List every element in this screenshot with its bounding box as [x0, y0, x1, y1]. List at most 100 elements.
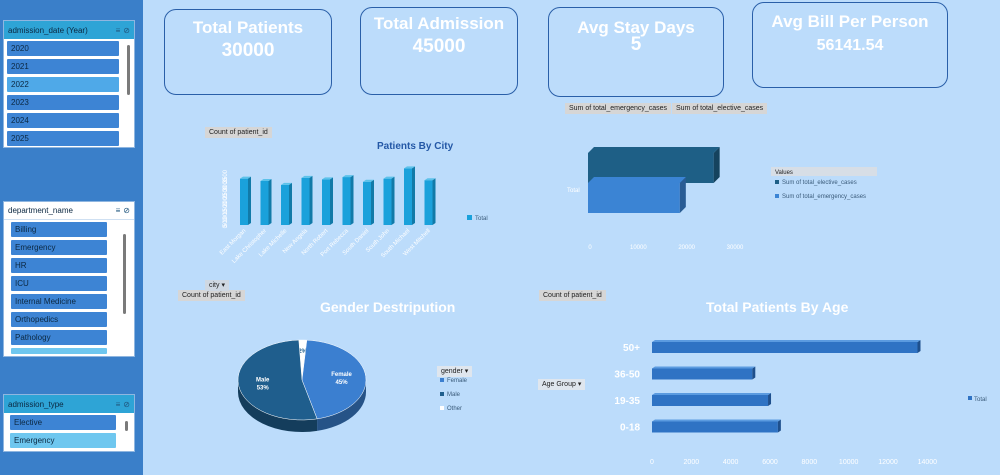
bar-side [350, 175, 354, 225]
slicer-scrollbar[interactable] [125, 421, 128, 431]
y-tick-label: 1500 [223, 201, 229, 215]
slicer-item-emergency[interactable]: Emergency [10, 433, 116, 448]
y-tick-label: 1000 [223, 209, 229, 223]
multi-select-icon[interactable]: ≡ [115, 25, 121, 35]
x-tick-label: 4000 [723, 459, 739, 466]
slicer-scrollbar[interactable] [127, 45, 130, 95]
slicer-item-emergency[interactable]: Emergency [11, 240, 107, 255]
bar-top [301, 175, 313, 178]
legend-swatch [467, 215, 472, 220]
bar [404, 168, 412, 225]
pie-slice-side [317, 380, 366, 431]
legend-label: Total [475, 216, 488, 222]
filter-button-city[interactable]: city ▾ [205, 280, 229, 291]
x-tick-label: 30000 [727, 245, 744, 251]
legend-label: Sum of total_elective_cases [782, 180, 857, 186]
legend-label: Other [447, 406, 462, 412]
field-tag-sum-emergency[interactable]: Sum of total_emergency_cases [565, 103, 672, 114]
kpi-total-patients: Total Patients 30000 [164, 9, 332, 95]
slicer-item-2021[interactable]: 2021 [7, 59, 119, 74]
bar-top [588, 147, 720, 153]
bar-top [424, 178, 436, 181]
bar [240, 178, 248, 225]
x-tick-label: 0 [588, 245, 592, 251]
field-tag-count-patient-id[interactable]: Count of patient_id [205, 127, 272, 138]
slicer-item-2025[interactable]: 2025 [7, 131, 119, 146]
kpi-label: Total Admission [373, 14, 505, 33]
clear-filter-icon[interactable]: ⊘ [123, 206, 130, 215]
slicer-item-2024[interactable]: 2024 [7, 113, 119, 128]
slicer-header: admission_type ≡ ⊘ [4, 395, 134, 413]
field-tag-sum-elective[interactable]: Sum of total_elective_cases [672, 103, 768, 114]
clear-filter-icon[interactable]: ⊘ [123, 399, 130, 409]
slicer-department: department_name ≡ ⊘ Billing Emergency HR… [3, 201, 135, 357]
slicer-list: Billing Emergency HR ICU Internal Medici… [4, 220, 134, 354]
bar [652, 342, 918, 353]
bar-side [289, 182, 292, 225]
slicer-item-orthopedics[interactable]: Orthopedics [11, 312, 107, 327]
slicer-item-internal-medicine[interactable]: Internal Medicine [11, 294, 107, 309]
slicer-item-icu[interactable]: ICU [11, 276, 107, 291]
bar-side [330, 177, 333, 225]
slicer-scrollbar[interactable] [123, 234, 126, 314]
category-label: 36-50 [614, 370, 640, 381]
y-tick-label: 0 [223, 224, 229, 228]
legend-label: Female [447, 378, 468, 384]
bar-top [363, 179, 374, 182]
slicer-admission-type: admission_type ≡ ⊘ Elective Emergency [3, 394, 135, 452]
legend-swatch [775, 180, 779, 184]
bar-side [248, 176, 251, 225]
legend-swatch [968, 396, 972, 400]
chart-title-city: Patients By City [377, 141, 454, 152]
bar [342, 177, 351, 225]
bar [588, 183, 680, 213]
bar [424, 180, 433, 225]
chart-emergency-elective: Total 0 10000 20000 30000 Values Sum of total_… [567, 147, 877, 251]
slicer-item-2022[interactable]: 2022 [7, 77, 119, 92]
bar-top [281, 182, 292, 185]
bar [281, 184, 289, 225]
x-tick-label: 10000 [839, 459, 859, 466]
kpi-value: 56141.54 [816, 37, 884, 54]
slicer-item-pathology[interactable]: Pathology [11, 330, 107, 345]
x-tick-label: 12000 [878, 459, 898, 466]
slicer-item-2023[interactable]: 2023 [7, 95, 119, 110]
field-tag-count-patient-id-3[interactable]: Count of patient_id [539, 290, 606, 301]
category-label: Total [567, 188, 580, 194]
slicer-title: admission_date (Year) [8, 25, 88, 35]
slicer-title: department_name [8, 206, 73, 215]
slicer-item-billing[interactable]: Billing [11, 222, 107, 237]
slicer-item-partial[interactable] [11, 348, 107, 354]
multi-select-icon[interactable]: ≡ [115, 206, 121, 215]
legend-swatch [440, 406, 444, 410]
multi-select-icon[interactable]: ≡ [115, 399, 121, 409]
pie-value-label: 45% [336, 380, 349, 386]
x-tick-label: 2000 [684, 459, 700, 466]
filter-button-gender[interactable]: gender ▾ [437, 366, 473, 377]
slicer-item-hr[interactable]: HR [11, 258, 107, 273]
x-tick-label: 6000 [762, 459, 778, 466]
bar-side [268, 179, 272, 225]
bar-side [752, 366, 756, 380]
bar [301, 177, 310, 225]
slicer-item-elective[interactable]: Elective [10, 415, 116, 430]
legend-swatch [775, 194, 779, 198]
bar-top [342, 175, 354, 178]
chart-gender: Other 2% Female 45% Male 53% Female Male Other [237, 339, 468, 432]
bar-side [768, 393, 772, 406]
slicer-header: department_name ≡ ⊘ [4, 202, 134, 220]
filter-button-age-group[interactable]: Age Group ▾ [538, 379, 586, 390]
clear-filter-icon[interactable]: ⊘ [123, 25, 130, 35]
category-label: 0-18 [620, 423, 640, 434]
pie-slice [301, 339, 367, 420]
slicer-item-2020[interactable]: 2020 [7, 41, 119, 56]
bar [363, 181, 371, 225]
bar-side [713, 147, 720, 183]
x-tick-label: 0 [650, 459, 654, 466]
legend-swatch [440, 392, 444, 396]
pie-category-label: Other [295, 341, 312, 347]
x-tick-label: 10000 [630, 245, 647, 251]
field-tag-count-patient-id-2[interactable]: Count of patient_id [178, 290, 245, 301]
bar [652, 395, 769, 406]
bar [383, 178, 392, 225]
